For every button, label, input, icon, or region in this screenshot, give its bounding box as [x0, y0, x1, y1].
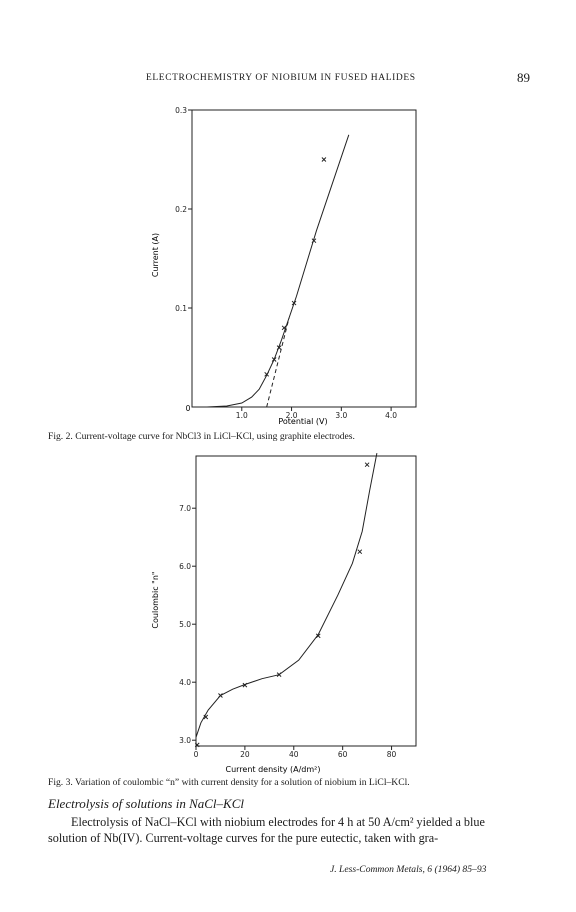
- fig2-y-tick-label: 0.1: [175, 304, 187, 313]
- fig2-data-point: [276, 345, 282, 350]
- fig2-caption: Fig. 2. Current-voltage curve for NbCl3 …: [48, 431, 355, 442]
- fig2-x-tick-label: 1.0: [236, 411, 248, 420]
- section-heading: Electrolysis of solutions in NaCl–KCl: [48, 796, 244, 811]
- fig2-x-tick-label: 4.0: [385, 411, 397, 420]
- fig3-data-point: [357, 549, 363, 555]
- figure-3-coulombic-n-chart: 0 20 40 60 80 3.0 4.0 5.0 6.0 7.0 Current density…: [151, 453, 417, 774]
- fig2-data-point: [321, 157, 327, 162]
- fig3-x-tick-label: 20: [240, 750, 250, 759]
- fig2-data-point: [264, 371, 270, 377]
- fig2-x-axis-label: Potential (V): [278, 417, 327, 426]
- fig2-y-tick-label: 0.3: [175, 106, 187, 115]
- fig3-data-point: [242, 682, 248, 688]
- fig3-caption: Fig. 3. Variation of coulombic “n” with …: [48, 777, 410, 788]
- fig3-data-point: [315, 633, 321, 639]
- fig3-x-axis-label: Current density (A/dm²): [226, 765, 321, 774]
- fig3-data-point: [203, 714, 209, 720]
- fig2-x-tick-label: 3.0: [335, 411, 347, 420]
- fig3-x-tick-label: 60: [338, 750, 348, 759]
- fig3-data-point: [364, 462, 370, 468]
- fig3-y-tick-label: 5.0: [179, 620, 191, 629]
- figure-2-current-voltage-chart: 1.0 2.0 3.0 4.0 0.1 0.2 0.3 Potential (V) Curr…: [151, 106, 417, 426]
- page-number: 89: [517, 70, 530, 85]
- fig3-x-tick-label: 40: [289, 750, 299, 759]
- fig2-plot-frame: [191, 109, 417, 408]
- fig2-data-point: [271, 357, 277, 362]
- fig3-y-tick-label: 4.0: [179, 678, 191, 687]
- fig3-data-point: [194, 742, 200, 748]
- body-text-line-2: solution of Nb(IV). Current-voltage curv…: [48, 831, 439, 845]
- fig2-origin-label: 0: [186, 404, 191, 413]
- fig3-plot-frame: [195, 455, 417, 747]
- fig2-y-axis-label: Current (A): [151, 233, 160, 277]
- body-text-line-1: Electrolysis of NaCl–KCl with niobium el…: [71, 815, 485, 829]
- fig3-y-tick-label: 3.0: [179, 736, 191, 745]
- fig3-data-point: [218, 693, 223, 698]
- fig3-x-tick-label: 0: [194, 750, 199, 759]
- fig3-x-tick-label: 80: [387, 750, 397, 759]
- fig3-y-axis-label: Coulombic "n": [151, 571, 160, 628]
- fig2-y-tick-label: 0.2: [175, 205, 187, 214]
- fig3-data-point: [276, 672, 282, 678]
- fig2-data-point: [281, 325, 287, 331]
- fig3-y-tick-label: 7.0: [179, 504, 191, 513]
- fig3-fitted-curve: [195, 453, 378, 738]
- fig2-data-point: [311, 238, 317, 244]
- fig2-axes: [191, 109, 417, 408]
- fig2-extrapolation-line: [266, 317, 290, 408]
- journal-reference: J. Less-Common Metals, 6 (1964) 85–93: [330, 864, 487, 875]
- running-header: ELECTROCHEMISTRY OF NIOBIUM IN FUSED HAL…: [146, 73, 416, 83]
- fig3-y-tick-label: 6.0: [179, 562, 191, 571]
- fig2-fitted-curve: [206, 134, 350, 408]
- fig2-data-point: [291, 300, 297, 306]
- fig2-x-tick-label: 2.0: [286, 411, 298, 420]
